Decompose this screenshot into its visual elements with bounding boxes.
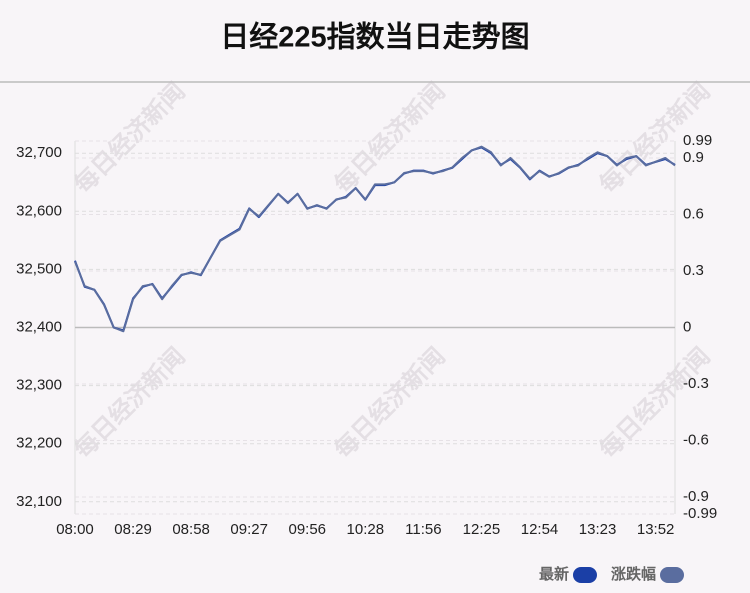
y-tick-label: 32,100 <box>16 493 62 510</box>
legend-swatch <box>572 567 597 583</box>
y2-tick-label: 0.3 <box>683 262 704 279</box>
y-tick-label: 32,300 <box>16 377 62 394</box>
y2-tick-label: 0.99 <box>683 132 712 149</box>
y-tick-label: 32,200 <box>16 435 62 452</box>
x-tick-label: 10:28 <box>347 521 385 538</box>
y-tick-label: 32,500 <box>16 260 62 277</box>
y-tick-label: 32,400 <box>16 318 62 335</box>
y2-tick-label: 0.9 <box>683 149 704 166</box>
x-tick-label: 11:56 <box>405 521 441 538</box>
x-tick-label: 12:54 <box>521 521 559 538</box>
y-tick-label: 32,700 <box>16 144 62 161</box>
y2-tick-label: -0.99 <box>683 505 717 522</box>
y2-tick-label: -0.3 <box>683 375 709 392</box>
legend-swatch <box>660 567 684 583</box>
x-tick-label: 09:56 <box>288 521 326 538</box>
line <box>74 145 676 333</box>
x-tick-label: 08:58 <box>172 521 210 538</box>
x-tick-label: 13:52 <box>637 521 675 538</box>
y2-tick-label: 0 <box>683 318 691 335</box>
legend-label: 涨跌幅 <box>611 565 656 583</box>
x-tick-label: 09:27 <box>230 521 268 538</box>
chart-title: 日经225指数当日走势图 <box>220 20 529 54</box>
x-tick-label: 08:29 <box>114 521 152 538</box>
y2-tick-label: 0.6 <box>683 205 704 222</box>
x-tick-label: 08:00 <box>56 521 94 538</box>
y-tick-label: 32,600 <box>16 202 62 219</box>
y2-tick-label: -0.9 <box>683 488 709 505</box>
legend-label: 最新 <box>539 565 569 583</box>
y2-tick-label: -0.6 <box>683 431 709 448</box>
x-tick-label: 12:25 <box>463 521 501 538</box>
x-tick-label: 13:23 <box>579 521 617 538</box>
